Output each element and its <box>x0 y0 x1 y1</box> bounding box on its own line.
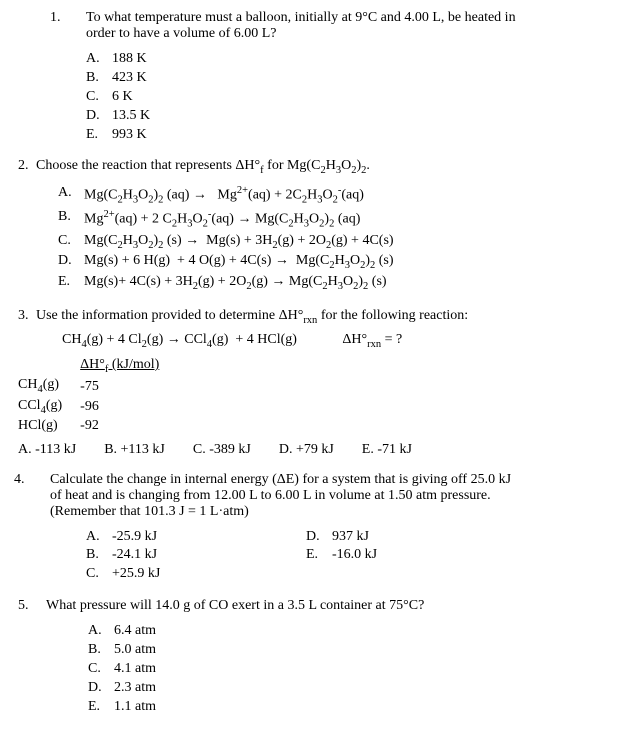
q3-row-hcl: HCl(g)-92 <box>18 417 177 435</box>
q3-number: 3. <box>18 308 36 324</box>
q2-number: 2. <box>18 158 36 174</box>
q4-line1: Calculate the change in internal energy … <box>50 472 511 487</box>
q3-table-header: ΔH°f (kJ/mol) <box>80 357 159 372</box>
q4-line2: of heat and is changing from 12.00 L to … <box>50 488 491 503</box>
q4-number: 4. <box>14 472 50 488</box>
q3-choice-d: D. +79 kJ <box>279 442 334 458</box>
q5-choice-b: B.5.0 atm <box>88 641 590 660</box>
q5-number: 5. <box>18 598 46 614</box>
q3-choice-b: B. +113 kJ <box>104 442 165 458</box>
q4-choice-a: A.-25.9 kJ <box>86 528 306 547</box>
q5-choices: A.6.4 atm B.5.0 atm C.4.1 atm D.2.3 atm … <box>88 622 590 716</box>
q1-choices: A.188 K B.423 K C.6 K D.13.5 K E.993 K <box>86 50 590 144</box>
question-1: 1. To what temperature must a balloon, i… <box>50 10 590 144</box>
q4-choice-c: C.+25.9 kJ <box>86 565 306 584</box>
question-3: 3. Use the information provided to deter… <box>18 308 590 457</box>
question-5: 5. What pressure will 14.0 g of CO exert… <box>18 598 590 716</box>
q4-line3: (Remember that 101.3 J = 1 L·atm) <box>50 504 249 519</box>
q3-data-table: ΔH°f (kJ/mol) CH4(g)-75 CCl4(g)-96 HCl(g… <box>18 356 177 436</box>
q5-choice-a: A.6.4 atm <box>88 622 590 641</box>
q2-choice-c: C.Mg(C2H3O2)2 (s) → Mg(s) + 3H2(g) + 2O2… <box>58 232 590 253</box>
q3-row-ccl4: CCl4(g)-96 <box>18 397 177 417</box>
q1-text: To what temperature must a balloon, init… <box>86 10 590 42</box>
q5-choice-c: C.4.1 atm <box>88 660 590 679</box>
q1-choice-a: A.188 K <box>86 50 590 69</box>
q3-equation: CH4(g) + 4 Cl2(g) → CCl4(g) + 4 HCl(g) Δ… <box>62 332 590 350</box>
q2-choices: A.Mg(C2H3O2)2 (aq) → Mg2+(aq) + 2C2H3O2-… <box>58 184 590 294</box>
q2-choice-e: E.Mg(s)+ 4C(s) + 3H2(g) + 2O2(g) → Mg(C2… <box>58 273 590 294</box>
q1-choice-e: E.993 K <box>86 126 590 145</box>
q1-line1: To what temperature must a balloon, init… <box>86 10 516 25</box>
q3-text: Use the information provided to determin… <box>36 308 590 326</box>
q1-choice-c: C.6 K <box>86 88 590 107</box>
q3-choice-e: E. -71 kJ <box>362 442 412 458</box>
q1-number: 1. <box>50 10 86 26</box>
question-2: 2. Choose the reaction that represents Δ… <box>18 158 590 294</box>
question-4: 4. Calculate the change in internal ener… <box>50 472 590 585</box>
q4-choices: A.-25.9 kJ B.-24.1 kJ C.+25.9 kJ D.937 k… <box>86 528 590 585</box>
q4-choice-d: D.937 kJ <box>306 528 526 547</box>
q4-choice-b: B.-24.1 kJ <box>86 546 306 565</box>
q2-choice-b: B.Mg2+(aq) + 2 C2H3O2-(aq) → Mg(C2H3O2)2… <box>58 208 590 232</box>
q3-choices: A. -113 kJ B. +113 kJ C. -389 kJ D. +79 … <box>18 442 590 458</box>
q2-text: Choose the reaction that represents ΔH°f… <box>36 158 590 176</box>
worksheet-page: 1. To what temperature must a balloon, i… <box>0 0 620 741</box>
q3-row-ch4: CH4(g)-75 <box>18 376 177 396</box>
q5-choice-d: D.2.3 atm <box>88 679 590 698</box>
q4-text: Calculate the change in internal energy … <box>50 472 590 520</box>
q3-choice-a: A. -113 kJ <box>18 442 76 458</box>
q1-choice-b: B.423 K <box>86 69 590 88</box>
q1-line2: order to have a volume of 6.00 L? <box>86 26 277 41</box>
q5-choice-e: E.1.1 atm <box>88 698 590 717</box>
q2-choice-a: A.Mg(C2H3O2)2 (aq) → Mg2+(aq) + 2C2H3O2-… <box>58 184 590 208</box>
q5-text: What pressure will 14.0 g of CO exert in… <box>46 598 590 614</box>
q2-choice-d: D.Mg(s) + 6 H(g) + 4 O(g) + 4C(s) → Mg(C… <box>58 252 590 273</box>
q1-choice-d: D.13.5 K <box>86 107 590 126</box>
q4-choice-e: E.-16.0 kJ <box>306 546 526 565</box>
q3-choice-c: C. -389 kJ <box>193 442 251 458</box>
